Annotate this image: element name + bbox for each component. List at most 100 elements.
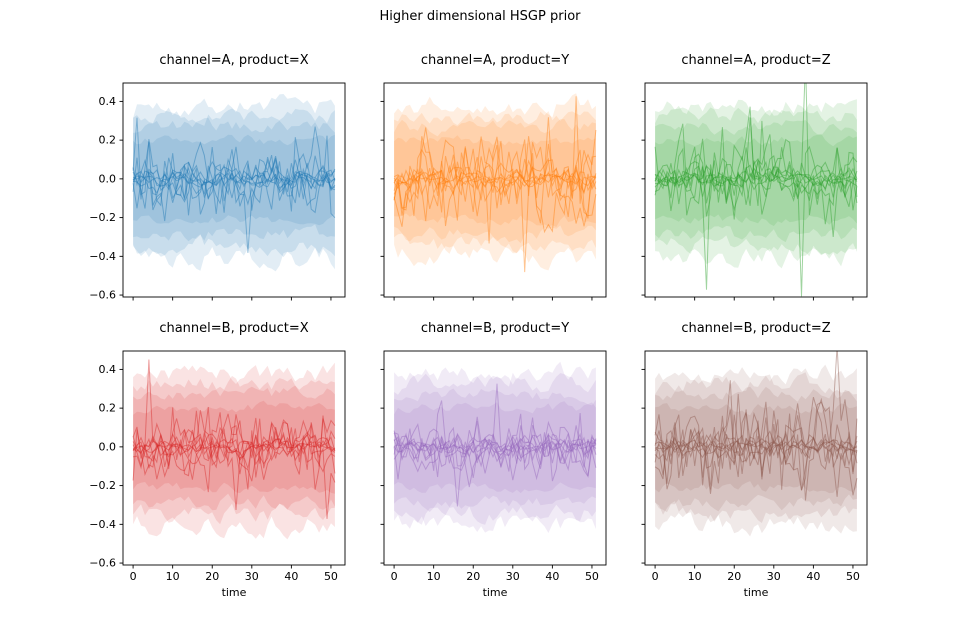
x-tick-label: 50 — [846, 570, 860, 583]
band-area — [655, 372, 857, 523]
subplot-axes: 0.4 0.2 0.0 −0.2 −0.4 −0.6 0 10 20 30 40 50 time — [89, 350, 346, 599]
y-tick-label: −0.4 — [89, 250, 116, 263]
axis-ticks: 0 10 20 30 40 50 — [380, 368, 599, 583]
x-axis-label: time — [483, 586, 508, 599]
sample-trace — [132, 166, 335, 189]
sample-trace — [132, 126, 336, 253]
sample-trace — [132, 430, 336, 462]
band-area — [133, 107, 335, 258]
plot-data — [654, 83, 858, 297]
x-tick-label: 20 — [205, 570, 219, 583]
x-tick-label: 50 — [324, 570, 338, 583]
sample-trace — [654, 157, 858, 205]
y-tick-label: 0.4 — [99, 95, 117, 108]
sample-trace — [654, 106, 858, 297]
x-tick-label: 30 — [245, 570, 259, 583]
band-area — [394, 361, 596, 533]
subplot-channel-a-product-x: channel=A, product=X 0.4 0.2 0.0 −0.2 −0.4 −0… — [73, 49, 355, 333]
subplot-title: channel=B, product=Y — [420, 321, 570, 336]
sample-trace — [654, 429, 858, 465]
sample-trace — [654, 411, 858, 480]
x-tick-label: 20 — [466, 570, 480, 583]
subplot-title: channel=A, product=X — [159, 53, 309, 68]
sample-trace — [393, 383, 597, 507]
y-tick-label: −0.6 — [89, 557, 116, 570]
sample-trace — [393, 167, 597, 193]
sample-trace — [654, 117, 858, 225]
x-axis-label: time — [222, 586, 247, 599]
sample-trace — [654, 170, 858, 197]
plot-data — [654, 351, 858, 537]
sample-trace — [654, 163, 858, 193]
subplot-axes — [380, 82, 607, 301]
axes-spines — [122, 350, 346, 566]
sample-trace — [393, 127, 597, 273]
band-area — [133, 94, 335, 272]
band-area — [394, 388, 596, 512]
subplot-axes: 0 10 20 30 40 50 time — [641, 350, 868, 599]
x-tick-label: 0 — [130, 570, 137, 583]
band-area — [133, 117, 335, 242]
axes-spines — [644, 82, 868, 298]
sample-trace — [132, 414, 336, 480]
band-area — [655, 120, 857, 243]
x-tick-label: 30 — [767, 570, 781, 583]
sample-trace — [132, 160, 336, 203]
sample-trace — [654, 415, 857, 475]
sample-trace — [654, 380, 858, 497]
sample-trace — [654, 167, 858, 187]
x-tick-label: 0 — [652, 570, 659, 583]
band-area — [655, 133, 857, 226]
x-tick-label: 10 — [166, 570, 180, 583]
sample-trace — [132, 161, 336, 210]
axes-spines — [122, 82, 346, 298]
sample-trace — [393, 438, 596, 454]
sample-trace — [393, 432, 597, 464]
subplot-title: channel=B, product=X — [159, 321, 309, 336]
axis-ticks: 0 10 20 30 40 50 — [641, 368, 860, 583]
plot-data — [393, 361, 597, 533]
sample-trace — [393, 96, 597, 234]
sample-trace — [132, 166, 336, 192]
plot-data — [393, 93, 597, 273]
y-tick-label: 0.0 — [99, 440, 117, 453]
sample-trace — [393, 436, 597, 460]
y-tick-label: 0.2 — [99, 402, 117, 415]
sample-trace — [132, 155, 336, 206]
x-tick-label: 40 — [806, 570, 820, 583]
subplot-title: channel=A, product=Y — [420, 53, 570, 68]
subplot-axes: 0.4 0.2 0.0 −0.2 −0.4 −0.6 — [89, 82, 346, 302]
plot-data — [132, 94, 336, 272]
band-area — [655, 386, 857, 513]
band-area — [394, 401, 596, 494]
sample-trace — [132, 407, 336, 493]
band-area — [133, 375, 335, 525]
x-tick-label: 10 — [427, 570, 441, 583]
band-area — [394, 135, 596, 227]
sample-trace — [132, 429, 336, 462]
x-tick-label: 40 — [545, 570, 559, 583]
subplot-channel-b-product-z: channel=B, product=Z 0 10 20 30 40 50 time — [595, 317, 877, 601]
subplot-axes — [641, 82, 868, 301]
sample-trace — [132, 171, 336, 190]
band-area — [133, 385, 335, 511]
subplot-title: channel=A, product=Z — [681, 53, 831, 68]
sample-trace — [654, 138, 858, 216]
y-tick-label: 0.4 — [99, 363, 117, 376]
subplot-channel-a-product-z: channel=A, product=Z — [595, 49, 877, 333]
band-area — [655, 364, 857, 537]
sample-trace — [393, 148, 597, 217]
sample-trace — [132, 436, 336, 455]
x-tick-label: 30 — [506, 570, 520, 583]
x-tick-label: 50 — [585, 570, 599, 583]
axes-spines — [383, 350, 607, 566]
band-area — [655, 107, 857, 257]
y-tick-label: −0.2 — [89, 479, 116, 492]
y-tick-label: −0.4 — [89, 518, 116, 531]
sample-trace — [393, 117, 597, 224]
sample-trace — [654, 433, 858, 471]
axes-spines — [383, 82, 607, 298]
axes-spines — [644, 350, 868, 566]
subplot-channel-b-product-y: channel=B, product=Y 0 10 20 30 40 50 time — [334, 317, 616, 601]
band-area — [394, 111, 596, 254]
